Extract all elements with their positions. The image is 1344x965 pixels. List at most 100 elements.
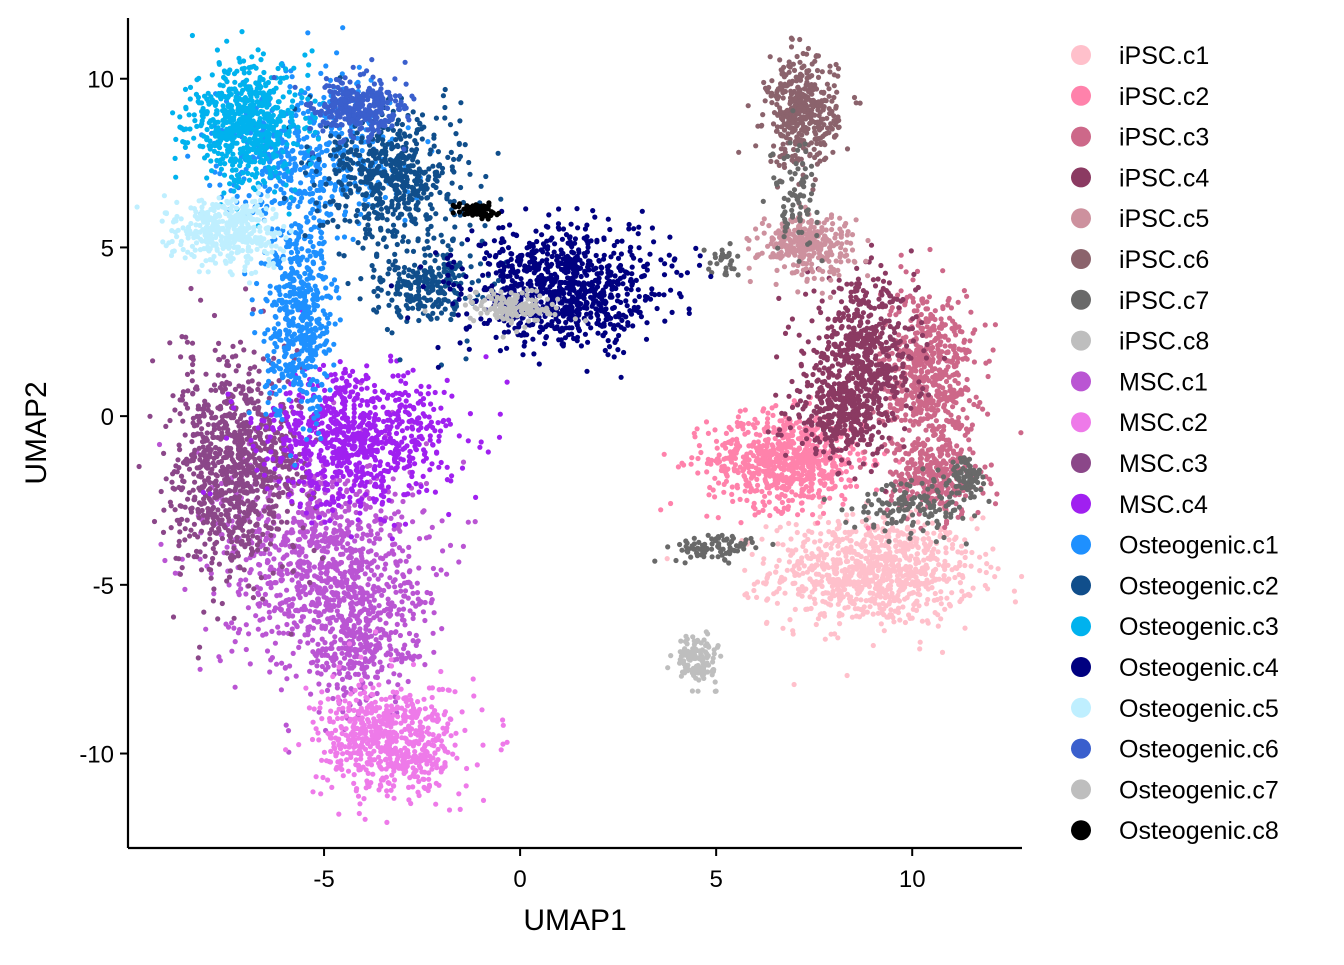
data-point — [715, 534, 721, 540]
data-point — [958, 543, 965, 549]
data-point — [929, 400, 935, 406]
data-point — [836, 272, 842, 278]
data-point — [887, 586, 893, 592]
data-point — [915, 303, 921, 309]
data-point — [811, 475, 817, 482]
data-point — [712, 679, 718, 685]
data-point — [929, 366, 936, 372]
data-point — [793, 547, 799, 553]
data-point — [810, 269, 816, 275]
data-point — [839, 323, 845, 330]
data-point — [863, 258, 869, 264]
data-point — [843, 305, 849, 311]
data-point — [836, 404, 842, 411]
data-point — [799, 584, 805, 590]
data-point — [216, 654, 222, 660]
data-point — [921, 536, 927, 542]
data-point — [849, 555, 855, 561]
data-point — [688, 461, 694, 467]
data-point — [929, 483, 935, 489]
data-point — [866, 369, 872, 375]
data-point — [790, 202, 796, 208]
data-point — [779, 253, 785, 259]
data-point — [945, 302, 951, 308]
data-point — [844, 672, 850, 679]
data-point — [859, 579, 865, 585]
data-point — [774, 354, 780, 360]
data-point — [829, 252, 835, 258]
data-point — [936, 576, 942, 582]
data-point — [802, 532, 808, 538]
data-point — [900, 604, 906, 610]
data-point — [774, 96, 781, 102]
data-point — [880, 278, 887, 284]
data-point — [839, 457, 845, 463]
data-point — [943, 482, 949, 488]
data-point — [883, 347, 890, 353]
data-point — [715, 460, 721, 466]
data-point — [780, 625, 786, 631]
data-point — [716, 452, 722, 458]
data-point — [824, 236, 830, 242]
data-point — [371, 572, 377, 578]
data-point — [985, 411, 991, 417]
data-point — [267, 614, 273, 621]
data-point — [658, 507, 664, 513]
data-point — [817, 416, 823, 422]
data-point — [781, 164, 788, 170]
data-point — [820, 510, 827, 516]
data-point — [895, 321, 902, 327]
data-point — [770, 541, 776, 548]
data-point — [943, 372, 949, 378]
data-point — [725, 439, 731, 445]
data-point — [406, 569, 412, 575]
data-point — [946, 537, 952, 543]
data-point — [946, 601, 953, 608]
data-point — [685, 666, 691, 672]
data-point — [852, 524, 858, 530]
data-point — [827, 455, 833, 461]
data-point — [853, 217, 859, 223]
data-point — [932, 308, 938, 314]
data-point — [967, 592, 973, 599]
data-point — [683, 538, 689, 544]
data-point — [906, 612, 912, 618]
data-point — [809, 413, 815, 419]
data-point — [812, 129, 818, 135]
data-point — [980, 474, 986, 480]
data-point — [791, 187, 798, 193]
data-point — [752, 512, 758, 518]
data-point — [809, 481, 815, 487]
data-point — [920, 300, 926, 306]
data-point — [959, 588, 965, 594]
data-point — [794, 92, 800, 98]
data-point — [897, 539, 903, 545]
data-point — [883, 551, 889, 557]
data-point — [897, 557, 903, 563]
data-point — [416, 565, 422, 571]
data-point — [879, 542, 885, 548]
data-point — [760, 112, 766, 118]
data-point — [925, 586, 931, 592]
data-point — [803, 484, 809, 490]
data-point — [797, 493, 804, 499]
data-point — [764, 444, 770, 450]
data-point — [689, 455, 695, 461]
data-point — [911, 535, 917, 541]
data-point — [948, 412, 954, 418]
data-point — [951, 472, 957, 478]
data-point — [798, 560, 804, 566]
data-point — [834, 526, 840, 532]
data-point — [804, 606, 811, 612]
data-point — [811, 457, 817, 463]
data-point — [956, 477, 963, 484]
data-point — [878, 367, 884, 373]
data-point — [692, 655, 698, 662]
data-point — [864, 609, 870, 615]
data-point — [942, 524, 948, 531]
data-point — [890, 508, 896, 514]
data-point — [815, 107, 821, 113]
data-point — [698, 449, 704, 456]
data-point — [774, 267, 780, 273]
